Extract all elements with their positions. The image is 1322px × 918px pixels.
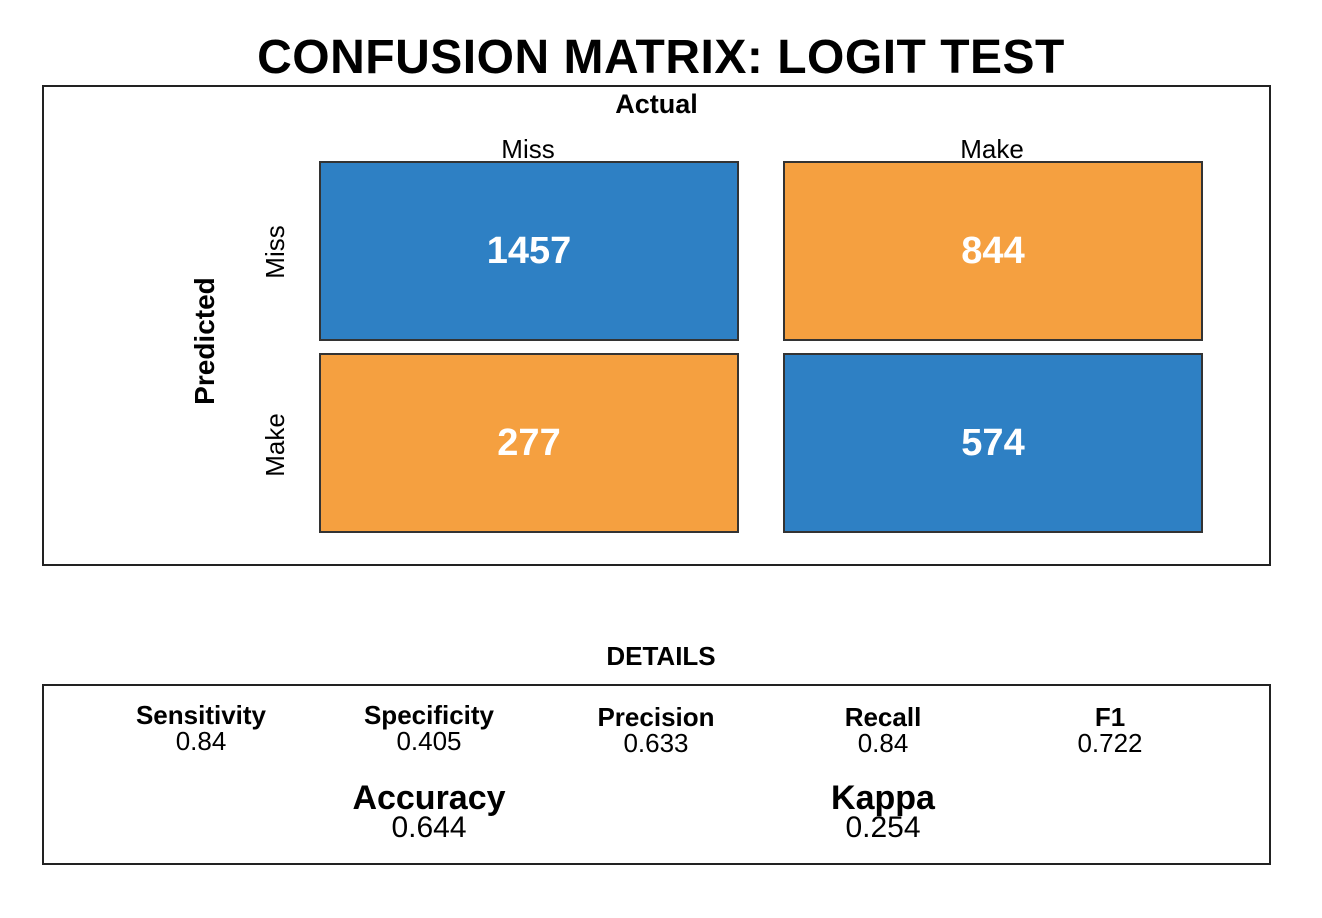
metric-label: F1 bbox=[1094, 702, 1126, 732]
column-label-make: Make bbox=[960, 134, 1024, 164]
cell-value-label: 574 bbox=[961, 421, 1025, 464]
metric-f1: F1 0.722 bbox=[1000, 704, 1220, 756]
matrix-cell-pred-make-actual-make: 574 bbox=[783, 353, 1203, 533]
matrix-cell-pred-make-actual-miss: 277 bbox=[319, 353, 739, 533]
metric-label: Kappa bbox=[831, 779, 935, 817]
metric-value: 0.644 bbox=[391, 811, 467, 844]
chart-title: CONFUSION MATRIX: LOGIT TEST bbox=[257, 31, 1065, 84]
metric-recall: Recall 0.84 bbox=[773, 704, 993, 756]
metric-precision: Precision 0.633 bbox=[546, 704, 766, 756]
metric-label: Accuracy bbox=[352, 779, 506, 817]
y-axis-title: Predicted bbox=[189, 277, 220, 405]
metric-value: 0.84 bbox=[857, 728, 909, 758]
metric-label: Specificity bbox=[363, 700, 495, 730]
metric-value: 0.405 bbox=[396, 726, 462, 756]
details-panel bbox=[42, 684, 1271, 865]
details-title: DETAILS bbox=[606, 641, 716, 671]
metric-value: 0.84 bbox=[175, 726, 227, 756]
cell-value-label: 277 bbox=[497, 421, 561, 464]
cell-value-label: 844 bbox=[961, 229, 1025, 272]
row-label-miss: Miss bbox=[260, 225, 290, 279]
metric-sensitivity: Sensitivity 0.84 bbox=[91, 702, 311, 754]
metric-label: Precision bbox=[597, 702, 715, 732]
metric-label: Recall bbox=[844, 702, 922, 732]
metric-value: 0.254 bbox=[845, 811, 921, 844]
metric-label: Sensitivity bbox=[135, 700, 267, 730]
metric-accuracy: Accuracy 0.644 bbox=[319, 779, 539, 844]
row-label-make: Make bbox=[260, 413, 290, 477]
metric-specificity: Specificity 0.405 bbox=[319, 702, 539, 754]
matrix-cell-pred-miss-actual-make: 844 bbox=[783, 161, 1203, 341]
metric-value: 0.722 bbox=[1077, 728, 1143, 758]
column-label-miss: Miss bbox=[501, 134, 555, 164]
metric-kappa: Kappa 0.254 bbox=[773, 779, 993, 844]
metric-value: 0.633 bbox=[623, 728, 689, 758]
matrix-cell-pred-miss-actual-miss: 1457 bbox=[319, 161, 739, 341]
x-axis-title: Actual bbox=[615, 89, 698, 119]
cell-value-label: 1457 bbox=[486, 229, 572, 272]
